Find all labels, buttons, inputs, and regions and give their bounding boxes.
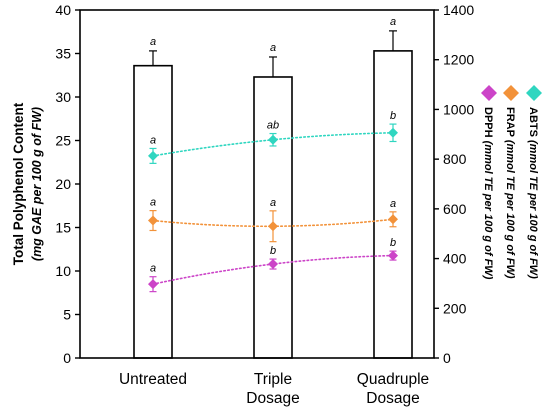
left-axis-tick-label: 20 [55,176,71,192]
x-tick-label: Dosage [366,390,419,407]
left-axis-title-unit: (mg GAE per 100 g of FW) [30,107,44,261]
series-point [268,134,278,145]
bars-layer [133,30,413,359]
series-significance-letter: a [150,263,156,275]
x-tick-label: Untreated [119,371,187,388]
right-axis-tick-label: 400 [443,251,467,267]
series-point [388,127,398,138]
left-axis-tick-label: 25 [55,133,71,149]
legend-marker [503,85,519,101]
right-axis-tick-label: 800 [443,151,467,167]
series-point [388,250,398,261]
series-significance-letter: b [270,245,276,257]
series-lines-layer [148,123,398,293]
bar-significance-letter: a [270,42,276,54]
series-point [388,214,398,225]
legend-label: DPPH (mmol TE per 100 g of FW) [482,107,494,280]
series-significance-letter: a [150,134,156,146]
left-axis-tick-label: 5 [63,307,71,323]
legend-label: ABTS (mmol TE per 100 g of FW) [527,107,539,279]
legend: ABTS (mmol TE per 100 g of FW)FRAP (mmol… [481,85,542,280]
right-axis-tick-label: 200 [443,300,467,316]
series-point [268,221,278,232]
left-axis-tick-label: 30 [55,89,71,105]
series-point [148,279,158,290]
right-axis-tick-label: 1400 [443,2,474,18]
legend-label-unit: (mmol TE per 100 g of FW) [482,141,494,280]
right-axis-tick-label: 0 [443,350,451,366]
x-tick-label: Dosage [246,390,299,407]
right-axis-tick-label: 600 [443,201,467,217]
series-significance-letter: ab [267,120,279,132]
axes-layer: 0510152025303540020040060080010001200140… [11,2,474,407]
legend-label-name: ABTS [527,107,539,140]
legend-label: FRAP (mmol TE per 100 g of FW) [504,107,516,279]
left-axis-tick-label: 10 [55,263,71,279]
legend-label-name: DPPH [482,107,494,141]
legend-marker [526,85,542,101]
series-point [268,259,278,270]
x-tick-label: Triple [254,371,292,388]
series-significance-letter: b [390,237,396,249]
left-axis-tick-label: 35 [55,46,71,62]
series-significance-letter: b [390,110,396,122]
right-axis-tick-label: 1200 [443,52,474,68]
left-axis-title: Total Polyphenol Content [11,102,26,265]
left-axis-tick-label: 15 [55,220,71,236]
legend-label-unit: (mmol TE per 100 g of FW) [527,140,539,279]
legend-label-name: FRAP [504,107,516,140]
bar-significance-letter: a [390,16,396,28]
series-point [148,215,158,226]
x-tick-label: Quadruple [357,371,429,388]
series-significance-letter: a [150,197,156,209]
series-significance-letter: a [270,197,276,209]
left-axis-tick-label: 40 [55,2,71,18]
left-axis-tick-label: 0 [63,350,71,366]
series-point [148,150,158,161]
series-significance-letter: a [390,198,396,210]
bar-significance-letter: a [150,36,156,48]
legend-marker [481,85,497,101]
right-axis-tick-label: 1000 [443,101,474,117]
legend-label-unit: (mmol TE per 100 g of FW) [504,140,516,279]
